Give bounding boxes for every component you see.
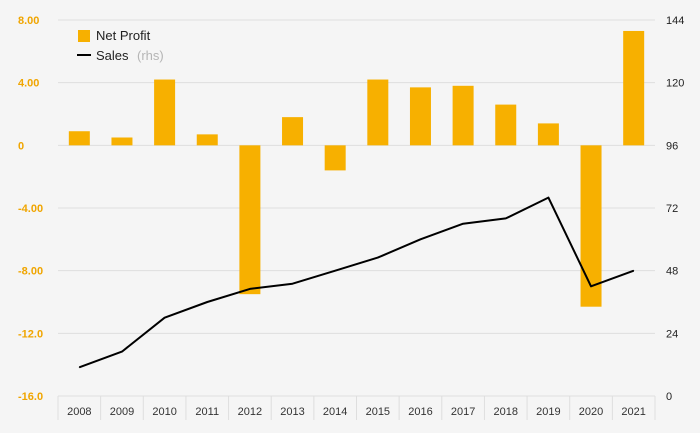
legend-sales-name: Sales <box>96 48 129 63</box>
right-tick-label: 144 <box>666 15 684 27</box>
x-tick-label: 2010 <box>152 406 176 418</box>
right-tick-label: 48 <box>666 266 678 278</box>
right-tick-label: 24 <box>666 328 678 340</box>
bar-net-profit-2017 <box>452 85 474 146</box>
right-tick-label: 72 <box>666 203 678 215</box>
gridlines <box>57 19 656 420</box>
point-sales-2011 <box>206 301 208 303</box>
x-tick-label: 2013 <box>280 406 304 418</box>
point-sales-2016 <box>419 238 421 240</box>
point-sales-2014 <box>334 270 336 272</box>
bar-net-profit-2013 <box>282 117 304 146</box>
point-sales-2021 <box>633 270 635 272</box>
right-axis: 144 120 96 72 48 24 0 <box>666 15 684 403</box>
right-tick-label: 120 <box>666 78 684 90</box>
point-sales-2010 <box>164 317 166 319</box>
point-sales-2019 <box>547 197 549 199</box>
bar-net-profit-2015 <box>367 79 389 146</box>
left-tick-label: 8.00 <box>18 15 39 27</box>
left-tick-label: -16.0 <box>18 391 43 403</box>
point-sales-2012 <box>249 288 251 290</box>
left-tick-label: 4.00 <box>18 78 39 90</box>
legend-label-sales: Sales (rhs) <box>96 47 164 64</box>
x-tick-label: 2015 <box>366 406 390 418</box>
x-tick-label: 2018 <box>494 406 518 418</box>
point-sales-2017 <box>462 223 464 225</box>
bar-net-profit-2012 <box>239 145 261 295</box>
sales-line-group <box>78 196 635 369</box>
legend-swatch-net-profit <box>78 30 90 42</box>
bar-net-profit-2020 <box>580 145 602 307</box>
bar-net-profit-2011 <box>196 134 218 146</box>
point-sales-2009 <box>121 351 123 353</box>
bar-net-profit-2008 <box>68 131 90 146</box>
x-tick-label: 2014 <box>323 406 347 418</box>
x-tick-label: 2008 <box>67 406 91 418</box>
left-tick-label: -8.00 <box>18 266 43 278</box>
legend: Net Profit Sales (rhs) <box>77 28 164 64</box>
point-sales-2013 <box>292 283 294 285</box>
bar-net-profit-2014 <box>324 145 346 171</box>
point-sales-2018 <box>505 217 507 219</box>
bar-net-profit-2021 <box>623 30 645 146</box>
point-sales-2020 <box>590 285 592 287</box>
x-tick-label: 2019 <box>536 406 560 418</box>
legend-label-net-profit: Net Profit <box>96 28 151 43</box>
x-tick-label: 2009 <box>110 406 134 418</box>
x-tick-label: 2011 <box>195 406 219 418</box>
left-tick-label: -4.00 <box>18 203 43 215</box>
bar-net-profit-2016 <box>409 87 431 146</box>
right-tick-label: 96 <box>666 140 678 152</box>
x-tick-label: 2016 <box>408 406 432 418</box>
x-tick-label: 2021 <box>621 406 645 418</box>
bar-net-profit-2009 <box>111 137 133 146</box>
net-profit-bars <box>68 30 645 307</box>
point-sales-2015 <box>377 257 379 259</box>
x-tick-label: 2017 <box>451 406 475 418</box>
bar-net-profit-2018 <box>495 104 517 146</box>
bar-net-profit-2010 <box>154 79 176 146</box>
x-tick-label: 2012 <box>238 406 262 418</box>
sales-line <box>78 196 635 369</box>
legend-sales-suffix: (rhs) <box>137 48 164 63</box>
left-tick-label: -12.0 <box>18 328 43 340</box>
right-tick-label: 0 <box>666 391 672 403</box>
left-tick-label: 0 <box>18 140 24 152</box>
left-axis: 8.00 4.00 0 -4.00 -8.00 -12.0 -16.0 <box>18 15 43 403</box>
x-tick-label: 2020 <box>579 406 603 418</box>
point-sales-2008 <box>78 366 80 368</box>
bar-net-profit-2019 <box>537 123 559 146</box>
x-axis: 2008 2009 2010 2011 2012 2013 2014 2015 2016 2017… <box>67 406 646 418</box>
